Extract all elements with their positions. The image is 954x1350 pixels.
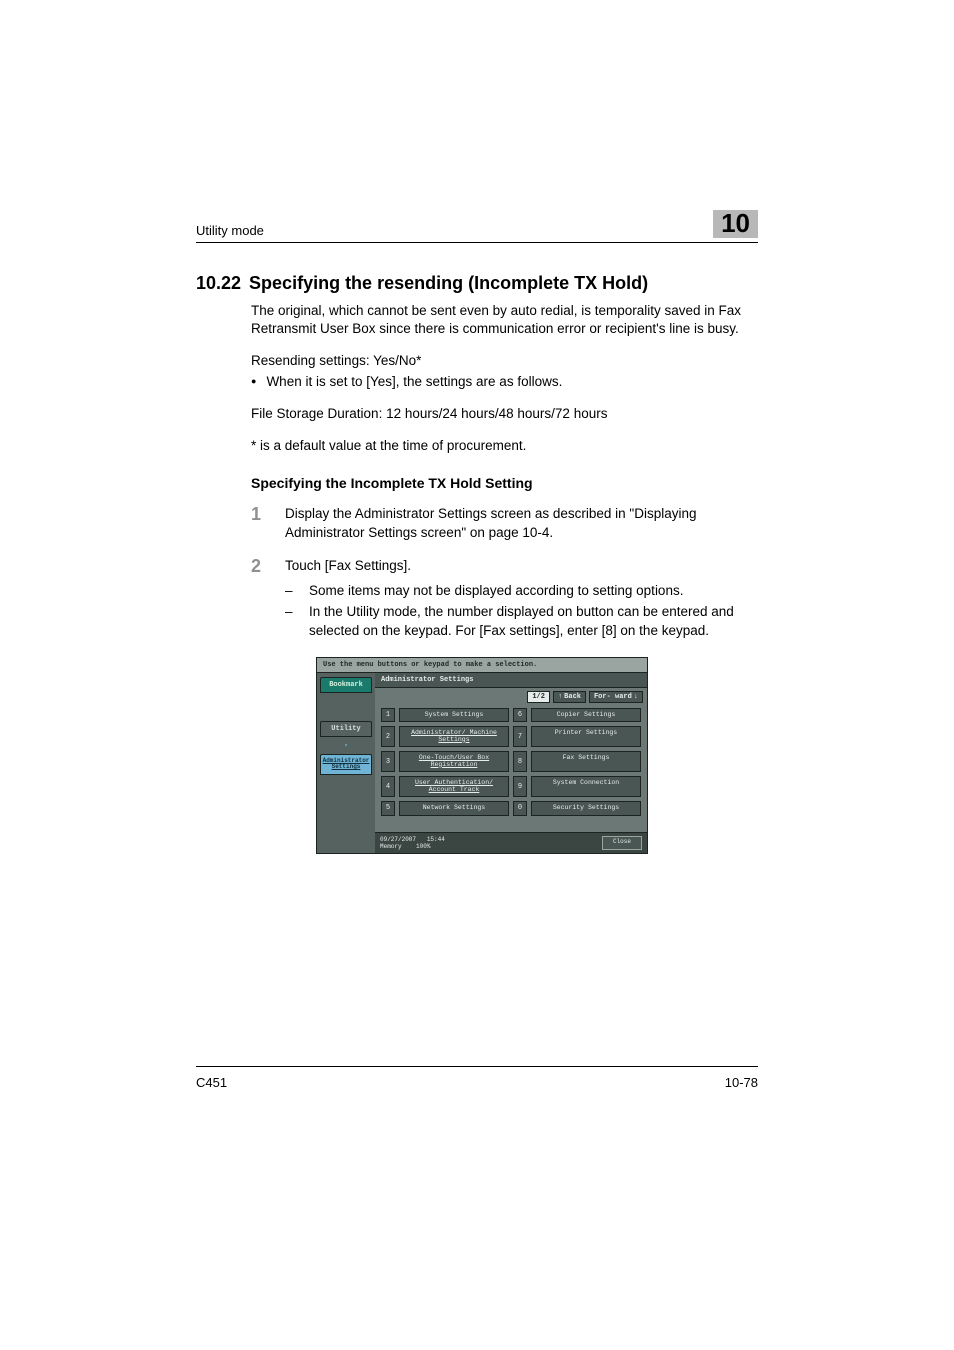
list-item: – In the Utility mode, the number displa… (285, 603, 758, 641)
menu-number: 1 (381, 708, 395, 723)
intro-paragraph: The original, which cannot be sent even … (251, 302, 758, 338)
page-footer: C451 10-78 (196, 1066, 758, 1090)
step-text: Display the Administrator Settings scree… (285, 505, 758, 543)
back-button[interactable]: ↑Back (553, 691, 586, 703)
menu-onetouch-userbox[interactable]: One-Touch/User Box Registration (399, 751, 509, 772)
menu-number: 6 (513, 708, 527, 723)
menu-number: 2 (381, 726, 395, 747)
menu-system-connection[interactable]: System Connection (531, 776, 641, 797)
menu-printer-settings[interactable]: Printer Settings (531, 726, 641, 747)
resend-setting-line: Resending settings: Yes/No* (251, 352, 758, 370)
panel-title: Administrator Settings (375, 673, 647, 688)
storage-duration-line: File Storage Duration: 12 hours/24 hours… (251, 405, 758, 423)
step-body: Touch [Fax Settings]. – Some items may n… (285, 557, 758, 643)
step-1: 1 Display the Administrator Settings scr… (251, 505, 758, 543)
screen-body: Bookmark Utility ▾ Administrator Setting… (317, 673, 647, 853)
section-title-text: Specifying the resending (Incomplete TX … (249, 273, 648, 293)
menu-number: 4 (381, 776, 395, 797)
menu-copier-settings[interactable]: Copier Settings (531, 708, 641, 723)
panel-nav: 1/2 ↑Back For- ward↓ (375, 688, 647, 706)
dash-text: In the Utility mode, the number displaye… (309, 603, 758, 641)
status-mem-value: 100% (416, 843, 430, 850)
step-number: 2 (251, 557, 285, 643)
section-heading: 10.22 Specifying the resending (Incomplet… (196, 273, 758, 294)
chapter-number: 10 (713, 210, 758, 238)
list-item: – Some items may not be displayed accord… (285, 582, 758, 601)
menu-number: 3 (381, 751, 395, 772)
screen-instruction: Use the menu buttons or keypad to make a… (317, 658, 647, 673)
step-number: 1 (251, 505, 285, 543)
tab-bookmark[interactable]: Bookmark (320, 677, 372, 693)
arrow-right-icon: ↓ (634, 693, 638, 701)
menu-network-settings[interactable]: Network Settings (399, 801, 509, 816)
dash-list: – Some items may not be displayed accord… (285, 582, 758, 641)
menu-admin-machine[interactable]: Administrator/ Machine Settings (399, 726, 509, 747)
step-2: 2 Touch [Fax Settings]. – Some items may… (251, 557, 758, 643)
resend-bullet: When it is set to [Yes], the settings ar… (251, 373, 758, 391)
menu-number: 0 (513, 801, 527, 816)
close-button[interactable]: Close (602, 836, 642, 850)
status-mem-label: Memory (380, 843, 402, 850)
menu-security-settings[interactable]: Security Settings (531, 801, 641, 816)
status-left: 09/27/2007 15:44 Memory 100% (380, 836, 445, 850)
menu-number: 9 (513, 776, 527, 797)
tab-utility[interactable]: Utility (320, 721, 372, 737)
step-text: Touch [Fax Settings]. (285, 557, 758, 576)
menu-number: 5 (381, 801, 395, 816)
admin-settings-screenshot: Use the menu buttons or keypad to make a… (316, 657, 648, 854)
sidebar: Bookmark Utility ▾ Administrator Setting… (317, 673, 375, 853)
page-header: Utility mode 10 (196, 210, 758, 243)
menu-system-settings[interactable]: System Settings (399, 708, 509, 723)
status-bar: 09/27/2007 15:44 Memory 100% Close (375, 832, 647, 853)
dash-icon: – (285, 582, 309, 601)
sub-heading: Specifying the Incomplete TX Hold Settin… (251, 475, 758, 491)
default-note: * is a default value at the time of proc… (251, 437, 758, 455)
menu-number: 7 (513, 726, 527, 747)
menu-user-auth[interactable]: User Authentication/ Account Track (399, 776, 509, 797)
menu-grid: 1 System Settings 6 Copier Settings 2 Ad… (375, 706, 647, 820)
menu-fax-settings[interactable]: Fax Settings (531, 751, 641, 772)
page-indicator: 1/2 (527, 691, 550, 703)
header-left: Utility mode (196, 223, 264, 238)
arrow-left-icon: ↑ (558, 693, 562, 701)
footer-left: C451 (196, 1075, 227, 1090)
forward-button[interactable]: For- ward↓ (589, 691, 643, 703)
page: Utility mode 10 10.22Specifying the rese… (0, 0, 954, 1350)
dash-text: Some items may not be displayed accordin… (309, 582, 683, 601)
status-date: 09/27/2007 (380, 836, 416, 843)
status-time: 15:44 (427, 836, 445, 843)
chevron-down-icon: ▾ (320, 742, 372, 749)
menu-number: 8 (513, 751, 527, 772)
tab-admin-settings[interactable]: Administrator Settings (320, 754, 372, 776)
main-panel: Administrator Settings 1/2 ↑Back For- wa… (375, 673, 647, 853)
section-number: 10.22 (196, 273, 241, 293)
dash-icon: – (285, 603, 309, 641)
footer-right: 10-78 (725, 1075, 758, 1090)
